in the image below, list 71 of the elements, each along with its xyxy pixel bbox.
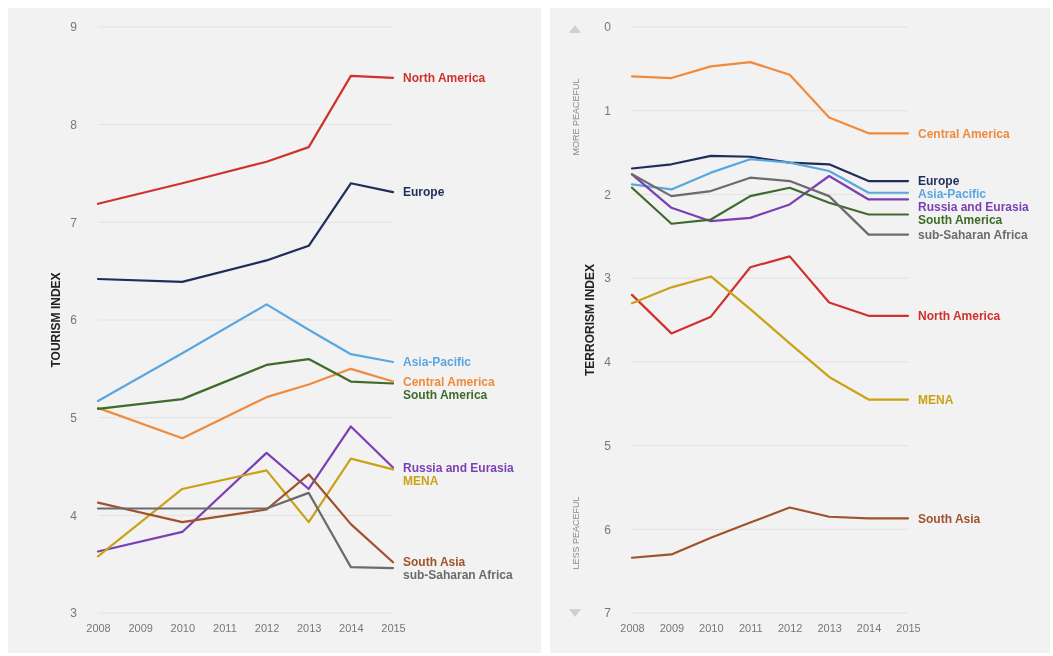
x-tick-label: 2008 bbox=[86, 621, 111, 634]
line-series bbox=[630, 173, 910, 236]
line-series bbox=[630, 186, 910, 225]
x-tick-label: 2011 bbox=[738, 621, 763, 634]
y-tick-label: 4 bbox=[604, 355, 612, 370]
x-tick-label: 2009 bbox=[128, 621, 153, 634]
y-tick-label: 3 bbox=[604, 271, 612, 286]
line-series bbox=[630, 506, 910, 559]
series-label: South Asia bbox=[403, 555, 466, 570]
x-tick-label: 2010 bbox=[699, 621, 724, 634]
y-tick-label: 5 bbox=[604, 438, 612, 453]
line-series bbox=[96, 303, 395, 403]
x-tick-label: 2012 bbox=[777, 621, 803, 634]
y-tick-label: 1 bbox=[604, 104, 612, 119]
line-series bbox=[630, 158, 910, 194]
line-series bbox=[630, 154, 910, 183]
line-series bbox=[96, 357, 395, 410]
y-tick-label: 3 bbox=[70, 606, 78, 621]
line-series bbox=[96, 491, 395, 570]
y-tick-label: 9 bbox=[70, 20, 78, 35]
series-label: Russia and Eurasia bbox=[918, 200, 1030, 215]
x-tick-label: 2015 bbox=[381, 621, 406, 634]
x-tick-label: 2009 bbox=[659, 621, 685, 634]
series-label: Asia-Pacific bbox=[403, 355, 472, 370]
x-tick-label: 2010 bbox=[170, 621, 196, 634]
series-label: Europe bbox=[918, 174, 960, 189]
y-tick-label: 7 bbox=[70, 215, 78, 230]
y-tick-label: 6 bbox=[604, 522, 612, 537]
line-series bbox=[96, 457, 395, 558]
line-series bbox=[630, 173, 910, 223]
line-series bbox=[96, 74, 395, 205]
series-label: Europe bbox=[403, 185, 445, 200]
line-series bbox=[96, 367, 395, 440]
text: MORE PEACEFUL bbox=[571, 78, 581, 156]
series-label: South Asia bbox=[918, 511, 981, 526]
y-tick-label: 5 bbox=[70, 411, 78, 426]
x-tick-label: 2011 bbox=[213, 621, 237, 634]
x-tick-label: 2013 bbox=[296, 621, 322, 634]
text: LESS PEACEFUL bbox=[571, 496, 581, 570]
y-axis-title: TERRORISM INDEX bbox=[583, 263, 597, 377]
x-tick-label: 2013 bbox=[817, 621, 842, 634]
y-tick-label: 7 bbox=[604, 606, 612, 621]
series-label: Russia and Eurasia bbox=[403, 460, 515, 475]
x-tick-label: 2015 bbox=[896, 621, 921, 634]
x-tick-label: 2014 bbox=[339, 621, 364, 634]
series-label: Asia-Pacific bbox=[918, 187, 987, 202]
series-label: Central America bbox=[918, 126, 1010, 141]
line-series bbox=[96, 182, 395, 284]
line-series bbox=[96, 425, 395, 553]
line-series bbox=[96, 473, 395, 564]
series-label: North America bbox=[918, 309, 1001, 324]
y-axis-title: TOURISM INDEX bbox=[49, 272, 63, 368]
series-label: MENA bbox=[403, 473, 439, 488]
y-tick-label: 6 bbox=[70, 313, 78, 328]
x-tick-label: 2014 bbox=[856, 621, 882, 634]
line-series bbox=[630, 275, 910, 401]
series-label: sub-Saharan Africa bbox=[403, 568, 513, 583]
x-tick-label: 2012 bbox=[254, 621, 280, 634]
series-label: MENA bbox=[918, 392, 954, 407]
y-tick-label: 4 bbox=[70, 508, 78, 523]
series-label: Central America bbox=[403, 374, 495, 389]
x-tick-label: 2008 bbox=[620, 621, 645, 634]
series-label: South America bbox=[403, 387, 488, 402]
series-label: sub-Saharan Africa bbox=[918, 227, 1028, 242]
series-label: South America bbox=[918, 213, 1003, 228]
line-series bbox=[630, 61, 910, 135]
series-label: North America bbox=[403, 70, 486, 85]
y-tick-label: 0 bbox=[604, 20, 612, 35]
y-tick-label: 8 bbox=[70, 118, 78, 133]
line-series bbox=[630, 255, 910, 335]
y-tick-label: 2 bbox=[604, 187, 612, 202]
